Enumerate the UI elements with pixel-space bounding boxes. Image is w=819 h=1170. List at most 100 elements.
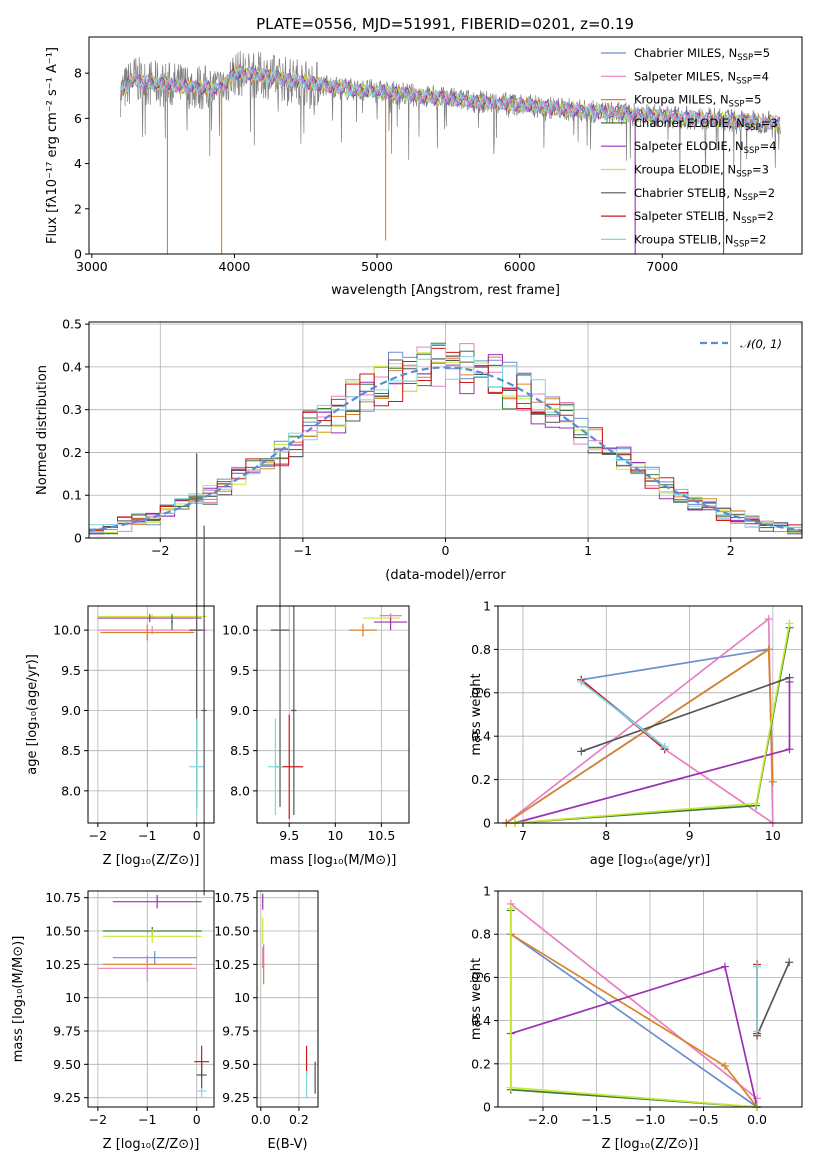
x-tick-label: 7 [519, 828, 527, 843]
y-tick-label: 8.5 [230, 743, 250, 758]
y-tick-label: 1 [483, 884, 491, 899]
residuals-xlabel: (data-model)/error [385, 568, 506, 583]
weight-line-chabrier_elodie [509, 910, 758, 1108]
weight-line-kroupa_elodie [509, 908, 758, 1108]
y-tick-label: 2 [74, 201, 82, 216]
y-tick-label: 10 [65, 990, 81, 1005]
residual-hist-salpeter_stelib [89, 347, 802, 531]
legend-label: Kroupa MILES, NSSP=5 [634, 93, 761, 110]
weight-line-kroupa_stelib [580, 681, 666, 748]
x-tick-label: 1 [584, 543, 592, 558]
y-tick-label: 10.25 [45, 957, 81, 972]
weight-line-chabrier_stelib [756, 961, 790, 1037]
y-tick-label: 1 [483, 599, 491, 614]
y-tick-label: 0.2 [62, 445, 82, 460]
lines-weight_vs_Z [506, 899, 794, 1111]
weight-line-chabrier_stelib [581, 676, 790, 753]
x-tick-label: 9.5 [279, 828, 299, 843]
legend-label: Chabrier MILES, NSSP=5 [634, 46, 770, 63]
axes-frame-residuals [88, 321, 803, 539]
residual-hist-kroupa_stelib [89, 343, 802, 535]
y-tick-label: 10.50 [45, 924, 81, 939]
x-tick-label: 8 [602, 828, 610, 843]
x-tick-label: −0.5 [688, 1112, 718, 1127]
spectrum-kroupa_stelib [119, 66, 781, 131]
y-tick-label: 0.2 [471, 1056, 491, 1071]
legend-label: Salpeter MILES, NSSP=4 [634, 69, 769, 86]
x-tick-label: 4000 [219, 259, 251, 274]
weight-line-chabrier_miles [510, 933, 758, 1108]
weight_vs_Z-xlabel: Z [log₁₀(Z/Z⊙)] [602, 1137, 699, 1152]
y-tick-label: 9.25 [53, 1090, 81, 1105]
axes-age_vs_Z: −2 −1 0 8.0 8.5 9.0 9.5 10.0 [53, 606, 214, 843]
normal-legend-label: 𝒩(0, 1) [740, 337, 782, 351]
y-tick-label: 9.0 [61, 703, 81, 718]
x-tick-label: 0.2 [289, 1112, 309, 1127]
y-tick-label: 0.4 [471, 729, 491, 744]
y-tick-label: 10.0 [53, 623, 81, 638]
points-mass_vs_ebv [262, 893, 316, 1098]
axes-spectrum: 3000 4000 5000 6000 7000 0 2 4 6 8 [74, 66, 678, 274]
axes-mass_vs_Z: −2 −1 0 9.25 9.50 9.75 10 10.25 10.50 10.75 [45, 890, 214, 1127]
y-tick-label: 8.0 [61, 783, 81, 798]
y-tick-label: 0.6 [471, 970, 491, 985]
y-tick-label: 10.25 [214, 957, 250, 972]
age_vs_Z-ylabel: age [log₁₀(age/yr)] [25, 654, 40, 775]
y-tick-label: 0.8 [471, 642, 491, 657]
legend-label: Salpeter ELODIE, NSSP=4 [634, 139, 777, 156]
x-tick-label: 0.0 [747, 1112, 767, 1127]
y-tick-label: 10.50 [214, 924, 250, 939]
y-tick-label: 9.50 [53, 1057, 81, 1072]
residuals-ylabel: Normed distribution [35, 365, 50, 495]
y-tick-label: 8 [74, 66, 82, 81]
y-tick-label: 9.5 [230, 663, 250, 678]
y-tick-label: 0 [483, 1100, 491, 1115]
legend-label: Salpeter STELIB, NSSP=2 [634, 209, 774, 226]
x-tick-label: 0 [442, 543, 450, 558]
axes-frame-mass_vs_Z [87, 890, 215, 1108]
weight_vs_age-ylabel: mass weight [469, 673, 484, 755]
legend-label: Chabrier ELODIE, NSSP=3 [634, 116, 778, 133]
axes-frame-age_vs_Z [87, 605, 215, 824]
spectrum-xlabel: wavelength [Angstrom, rest frame] [331, 283, 560, 298]
lines-weight_vs_age [502, 615, 794, 827]
axes-age_vs_mass: 9.5 10 10.5 8.0 8.5 9.0 9.5 10.0 [222, 606, 409, 843]
normal-curve [89, 366, 802, 532]
x-tick-label: 3000 [76, 259, 108, 274]
x-tick-label: 0 [193, 828, 201, 843]
x-tick-label: −2.0 [528, 1112, 558, 1127]
y-tick-label: 0 [483, 816, 491, 831]
y-tick-label: 8.0 [230, 783, 250, 798]
weight-line-salpeter_elodie [514, 682, 791, 824]
y-tick-label: 9.5 [61, 663, 81, 678]
y-tick-label: 9.75 [53, 1024, 81, 1039]
x-tick-label: 10 [765, 828, 781, 843]
y-tick-label: 9.50 [222, 1057, 250, 1072]
axes-frame-age_vs_mass [256, 605, 410, 824]
weight-line-chabrier_elodie [514, 627, 791, 824]
legend-label: Kroupa STELIB, NSSP=2 [634, 232, 766, 249]
weight_vs_age-xlabel: age [log₁₀(age/yr)] [590, 853, 711, 868]
weight-line-salpeter_elodie [510, 965, 758, 1108]
y-tick-label: 10.0 [222, 623, 250, 638]
y-tick-label: 4 [74, 156, 82, 171]
y-tick-label: 10.75 [214, 890, 250, 905]
spectrum-legend: Chabrier MILES, NSSP=5 Salpeter MILES, NS… [601, 46, 778, 249]
weight_vs_Z-ylabel: mass weight [469, 958, 484, 1040]
y-tick-label: 0.5 [62, 317, 82, 332]
y-tick-label: 6 [74, 111, 82, 126]
y-tick-label: 10.75 [45, 890, 81, 905]
y-tick-label: 9.25 [222, 1090, 250, 1105]
x-tick-label: 6000 [504, 259, 536, 274]
figure-title: PLATE=0556, MJD=51991, FIBERID=0201, z=0… [256, 15, 634, 33]
age_vs_mass-xlabel: mass [log₁₀(M/M⊙)] [270, 853, 397, 868]
spectrum-ylabel: Flux [fλ10⁻¹⁷ erg cm⁻² s⁻¹ A⁻¹] [45, 47, 60, 244]
x-tick-label: −1 [138, 1112, 156, 1127]
axes-frame-weight_vs_Z [497, 890, 803, 1108]
residual-hist-chabrier_stelib [89, 344, 802, 533]
axes-frame-weight_vs_age [497, 605, 803, 824]
spectrum-chabrier_miles [119, 65, 781, 130]
points-age_vs_Z [97, 453, 207, 896]
weight-line-salpeter_miles [510, 903, 758, 1100]
